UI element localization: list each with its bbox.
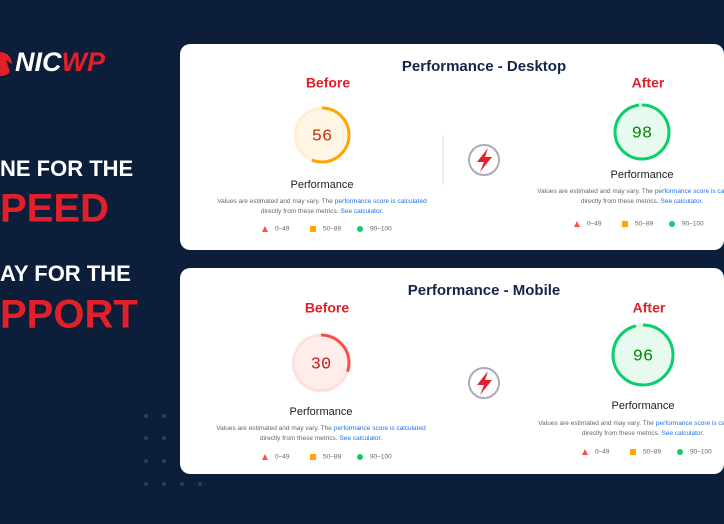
note-text: Values are estimated and may vary. The (538, 420, 654, 427)
legend-pass (669, 221, 675, 227)
headline: AY FOR THE (0, 261, 131, 286)
note-link: See calculator. (340, 435, 383, 442)
note-text: directly from these metrics. (261, 208, 339, 215)
gauge-label: Performance (612, 400, 675, 412)
gauge-arc (291, 333, 351, 393)
legend-average (310, 226, 316, 232)
card-bg (180, 44, 724, 250)
speed-icon-bolt (477, 371, 492, 395)
headline: NE FOR THE (0, 156, 133, 181)
note-text: directly from these metrics. (582, 430, 660, 437)
legend-label: 50–89 (643, 449, 661, 456)
note-line: directly from these metrics. See calculat… (582, 430, 705, 437)
logo-text: NICWP (15, 47, 106, 77)
gauge-arc (293, 106, 351, 164)
dots (144, 414, 202, 486)
legend-label: 90–100 (682, 221, 704, 228)
logo: NICWP (0, 47, 106, 77)
note-link: See calculator. (661, 198, 704, 205)
note-text: Values are estimated and may vary. The (217, 198, 333, 205)
legend-pass (357, 226, 363, 232)
panel-heading: After (633, 300, 666, 316)
note-line: directly from these metrics. See calculat… (581, 198, 704, 205)
legend-fail (262, 226, 268, 232)
card-title: Performance - Desktop (402, 58, 566, 75)
gauge-arc (613, 103, 671, 161)
legend-fail (582, 449, 588, 455)
card-title: Performance - Mobile (408, 282, 561, 299)
legend-label: 0–49 (587, 221, 602, 228)
speed-icon-bolt (477, 148, 492, 172)
legend-average (630, 449, 636, 455)
logo-part: WP (62, 47, 106, 77)
legend-average (310, 454, 316, 460)
note-link: performance score is calculated (335, 198, 427, 205)
gauge-score: 98 (632, 124, 652, 143)
legend-label: 0–49 (275, 454, 290, 461)
logo-part: NIC (15, 47, 62, 77)
card: Performance - Desktop Before 56 Performance… (180, 44, 724, 250)
gauge-arc (611, 323, 675, 387)
headline: PEED (0, 187, 109, 231)
gauge-score: 30 (311, 355, 331, 374)
note-line: Values are estimated and may vary. The pe… (216, 425, 426, 432)
note-line: Values are estimated and may vary. The pe… (537, 188, 724, 195)
card-bg (180, 268, 724, 474)
headline: PPORT (0, 293, 138, 337)
note-text: directly from these metrics. (260, 435, 338, 442)
legend-label: 90–100 (370, 454, 392, 461)
gauge-label: Performance (290, 406, 353, 418)
legend-label: 90–100 (370, 226, 392, 233)
gauge-label: Performance (611, 169, 674, 181)
panel-heading: Before (305, 300, 350, 316)
note-text: directly from these metrics. (581, 198, 659, 205)
note-link: performance score is calculated (656, 420, 724, 427)
legend-average (622, 221, 628, 227)
note-text: Values are estimated and may vary. The (216, 425, 332, 432)
note-line: Values are estimated and may vary. The pe… (538, 420, 724, 427)
panel-heading: Before (306, 75, 351, 91)
panel-heading: After (632, 75, 665, 91)
legend-fail (574, 221, 580, 227)
note-link: See calculator. (662, 430, 705, 437)
legend-fail (262, 454, 268, 460)
legend-pass (677, 449, 683, 455)
note-text: Values are estimated and may vary. The (537, 188, 653, 195)
legend-label: 0–49 (595, 449, 610, 456)
note-line: directly from these metrics. See calculat… (260, 435, 383, 442)
gauge-score: 96 (633, 347, 653, 366)
gauge-score: 56 (312, 127, 332, 146)
legend-label: 50–89 (323, 454, 341, 461)
card: Performance - Mobile Before 30 Performance V… (180, 268, 724, 474)
legend-label: 90–100 (690, 449, 712, 456)
note-link: See calculator. (341, 208, 384, 215)
legend-pass (357, 454, 363, 460)
legend-label: 50–89 (323, 226, 341, 233)
note-line: directly from these metrics. See calculat… (261, 208, 384, 215)
note-link: performance score is calculated (334, 425, 426, 432)
note-link: performance score is calculated (655, 188, 724, 195)
legend-label: 50–89 (635, 221, 653, 228)
gauge-label: Performance (291, 179, 354, 191)
legend-label: 0–49 (275, 226, 290, 233)
note-line: Values are estimated and may vary. The pe… (217, 198, 427, 205)
